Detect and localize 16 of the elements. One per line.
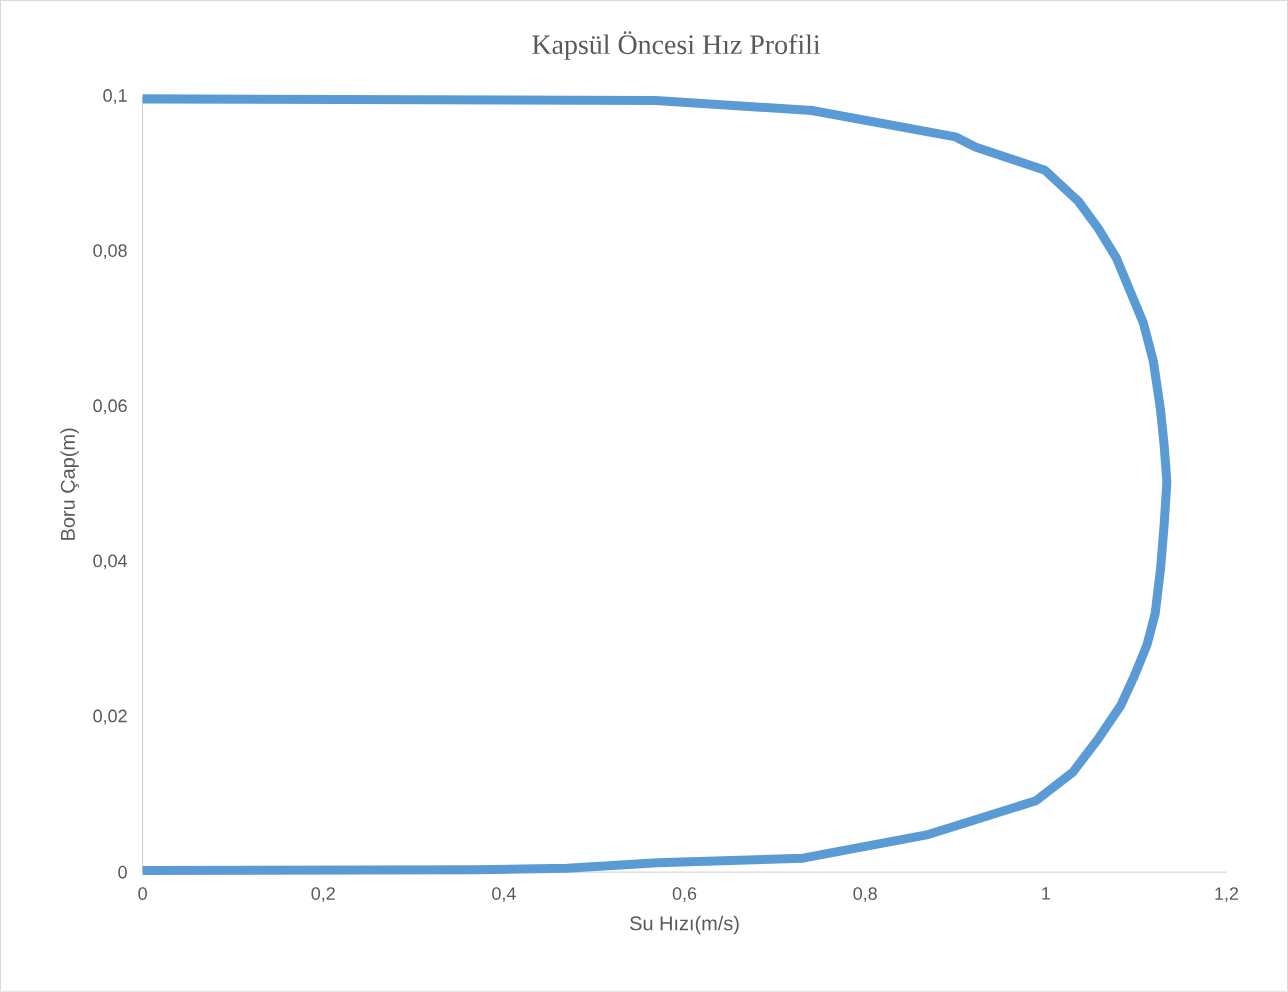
- y-tick-label: 0,06: [93, 399, 127, 415]
- x-tick-label: 0,8: [853, 887, 877, 903]
- chart-title: Kapsül Öncesi Hız Profili: [532, 31, 821, 60]
- x-tick-label: 0,2: [311, 887, 335, 903]
- y-tick-label: 0,1: [103, 89, 127, 105]
- x-tick-label: 0: [138, 887, 147, 901]
- x-tick-label: 1,2: [1215, 887, 1239, 903]
- x-tick-label: 1: [1042, 887, 1050, 900]
- x-axis-title: Su Hızı(m/s): [630, 915, 739, 935]
- y-tick-label: 0,02: [93, 709, 127, 725]
- y-tick-label: 0,04: [93, 554, 128, 570]
- x-tick-label: 0,4: [492, 887, 516, 903]
- y-tick-label: 0: [118, 865, 127, 879]
- x-tick-label: 0,6: [672, 887, 697, 903]
- y-tick-label: 0,08: [93, 244, 127, 260]
- y-axis-title: Boru Çap(m): [60, 428, 79, 540]
